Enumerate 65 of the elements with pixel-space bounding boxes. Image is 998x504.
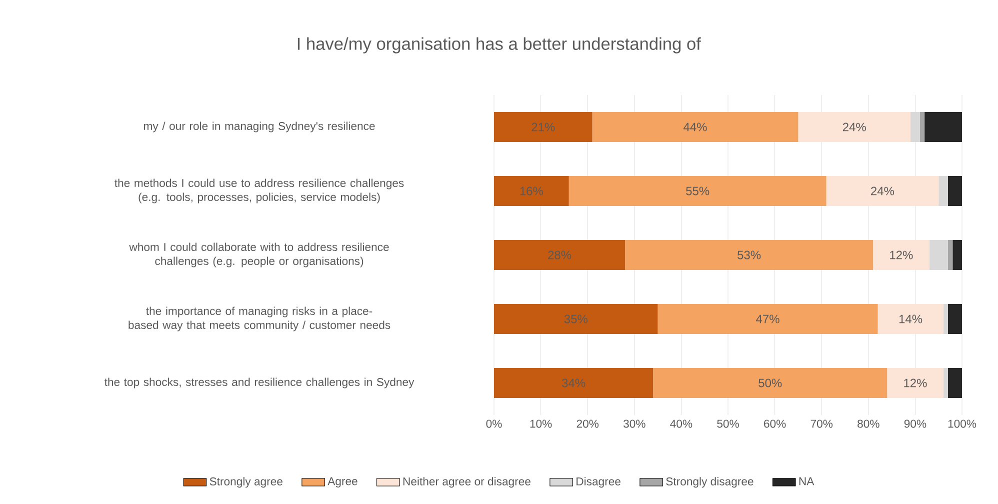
data-label: 35% bbox=[564, 314, 588, 324]
data-label: 28% bbox=[548, 250, 572, 260]
data-label: 24% bbox=[871, 186, 894, 196]
bar bbox=[952, 240, 962, 270]
bar bbox=[878, 304, 944, 334]
y-tick-label: my / our role in managing Sydney's resilience bbox=[144, 122, 375, 132]
bar bbox=[494, 368, 654, 398]
bar bbox=[920, 112, 925, 142]
legend-label: Strongly disagree bbox=[666, 477, 754, 488]
legend-label: Disagree bbox=[576, 477, 620, 488]
bar bbox=[943, 304, 948, 334]
bar bbox=[873, 240, 930, 270]
x-tick-label: 40% bbox=[670, 420, 692, 428]
bar bbox=[943, 368, 948, 398]
x-tick-label: 70% bbox=[810, 420, 833, 428]
bar bbox=[592, 112, 798, 142]
data-label: 47% bbox=[756, 314, 780, 324]
data-label: 50% bbox=[758, 378, 782, 388]
chart-title: I have/my organisation has a better understanding of bbox=[298, 37, 701, 54]
x-tick-label: 30% bbox=[624, 420, 646, 428]
y-tick-label: the importance of managing risks in a place-based way that meets community / customer needs bbox=[128, 306, 390, 332]
data-label: 44% bbox=[684, 122, 707, 132]
data-label: 53% bbox=[738, 250, 761, 260]
x-tick-label: 60% bbox=[764, 420, 786, 428]
data-label: 12% bbox=[890, 250, 913, 260]
x-tick-label: 90% bbox=[904, 420, 926, 428]
y-tick-label: the top shocks, stresses and resilience challenges in Sydney bbox=[104, 378, 414, 388]
bar bbox=[924, 112, 962, 142]
legend-label: Agree bbox=[328, 477, 358, 488]
x-tick-label: 100% bbox=[948, 420, 976, 428]
bar bbox=[494, 176, 569, 206]
y-tick-label: whom I could collaborate with to address resilience challenges (e.g. people or organisations) bbox=[129, 242, 389, 268]
bar bbox=[910, 112, 920, 142]
bar bbox=[929, 240, 948, 270]
legend-label: Neither agree or disagree bbox=[403, 477, 530, 488]
bar bbox=[938, 176, 948, 206]
data-label: 21% bbox=[532, 122, 555, 132]
bar bbox=[625, 240, 874, 270]
bar bbox=[568, 176, 826, 206]
bar bbox=[494, 304, 658, 334]
bar bbox=[948, 176, 962, 206]
bar bbox=[887, 368, 944, 398]
bar bbox=[658, 304, 878, 334]
data-label: 16% bbox=[520, 186, 544, 196]
bar bbox=[948, 368, 962, 398]
x-tick-label: 80% bbox=[858, 420, 880, 428]
y-tick-label: the methods I could use to address resilience challenges (e.g. tools, processes, policies, service models) bbox=[114, 178, 404, 204]
bar bbox=[653, 368, 888, 398]
x-tick-label: 10% bbox=[530, 420, 552, 428]
data-label: 14% bbox=[899, 314, 922, 324]
x-tick-label: 50% bbox=[717, 420, 739, 428]
bar bbox=[826, 176, 939, 206]
bar bbox=[494, 240, 626, 270]
x-tick-label: 20% bbox=[576, 420, 599, 428]
bar bbox=[798, 112, 911, 142]
data-label: 24% bbox=[842, 122, 866, 132]
data-label: 34% bbox=[562, 378, 586, 388]
bar bbox=[948, 240, 953, 270]
legend-label: NA bbox=[799, 477, 814, 486]
legend-label: Strongly agree bbox=[210, 477, 282, 488]
data-label: 55% bbox=[686, 186, 710, 196]
bar bbox=[494, 112, 592, 142]
x-tick-label: 0% bbox=[486, 420, 502, 428]
data-label: 12% bbox=[904, 378, 927, 388]
bar bbox=[948, 304, 962, 334]
